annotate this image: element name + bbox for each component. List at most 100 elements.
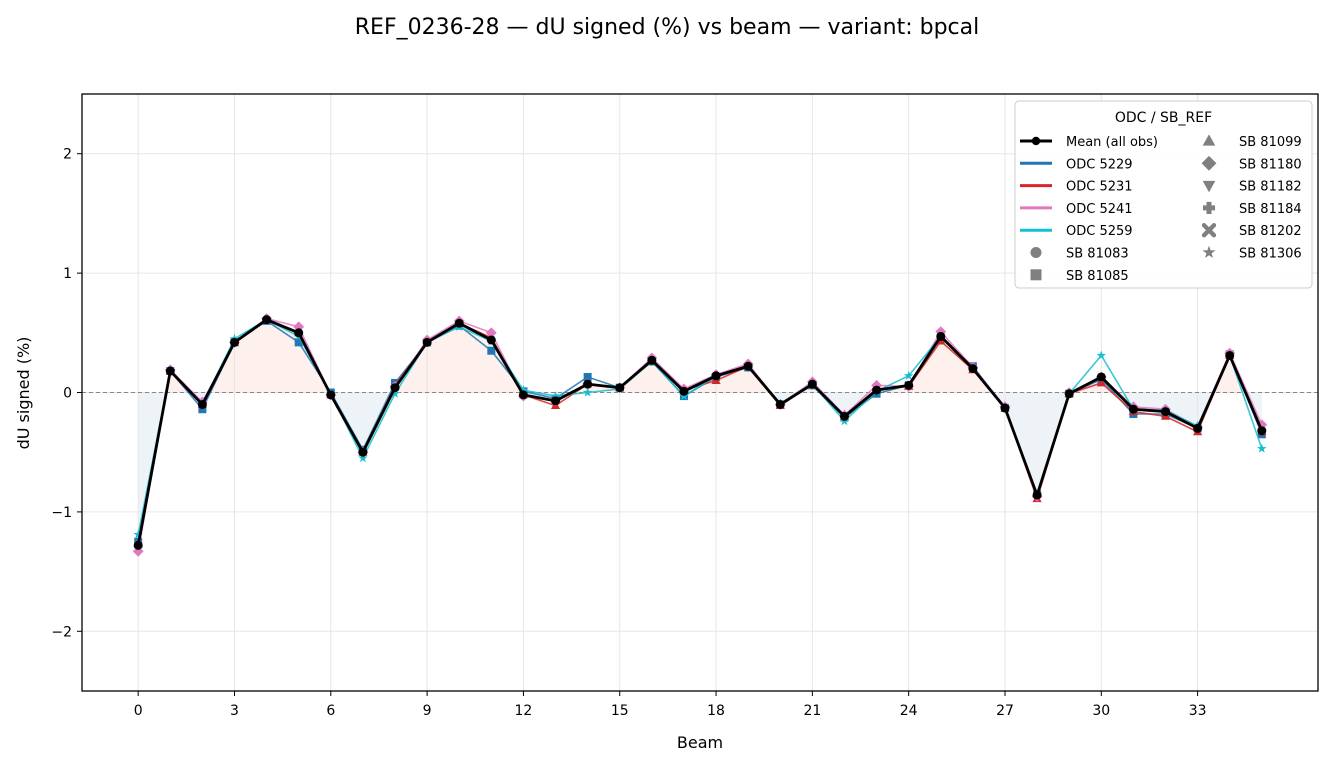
x-tick-label: 33 (1189, 703, 1207, 719)
series-point (293, 321, 305, 333)
legend-label: Mean (all obs) (1066, 135, 1158, 150)
y-tick-label: 0 (63, 386, 72, 402)
mean-point (1193, 423, 1203, 433)
series-point (133, 529, 143, 539)
x-tick-label: 0 (134, 703, 143, 719)
mean-point (1161, 407, 1171, 417)
mean-point (1032, 490, 1042, 500)
x-axis-label: Beam (677, 733, 723, 752)
series-point (485, 327, 497, 339)
legend-label: SB 81202 (1239, 224, 1302, 239)
legend-entry: ODC 5229 (1020, 157, 1133, 172)
series-point (582, 387, 593, 397)
legend-marker (1201, 155, 1217, 171)
mean-point (454, 318, 464, 328)
mean-point (904, 380, 914, 390)
legend-label: ODC 5231 (1066, 180, 1133, 195)
mean-point (133, 540, 143, 550)
fill-segment (427, 323, 460, 393)
legend-entry: ODC 5259 (1020, 224, 1133, 239)
legend-marker (1201, 223, 1217, 238)
mean-point (262, 315, 272, 325)
series-point (198, 405, 207, 414)
mean-point (422, 337, 432, 347)
series-layer (132, 313, 1268, 557)
mean-point (1000, 403, 1010, 413)
legend-entry: SB 81180 (1201, 155, 1302, 172)
x-tick-label: 27 (996, 703, 1014, 719)
legend-label: SB 81182 (1239, 180, 1302, 195)
y-tick-label: 1 (63, 266, 72, 282)
mean-point (647, 355, 657, 365)
legend: ODC / SB_REF Mean (all obs) ODC 5229 ODC 52… (1014, 100, 1313, 289)
fill-segment (1165, 392, 1198, 429)
mean-point (1257, 426, 1267, 436)
legend-label: SB 81099 (1239, 135, 1302, 150)
mean-point (872, 385, 882, 395)
y-tick-label: −2 (51, 624, 72, 640)
legend-entry: SB 81306 (1202, 245, 1302, 262)
series-point (390, 388, 400, 398)
mean-point (968, 364, 978, 374)
legend-entry: SB 81085 (1030, 269, 1129, 284)
fill-segment (459, 323, 492, 393)
mean-point (583, 379, 593, 389)
series-point (1096, 350, 1107, 360)
legend-entry: SB 81184 (1202, 201, 1302, 217)
legend-label: SB 81083 (1066, 247, 1129, 262)
mean-point (197, 399, 207, 409)
legend-marker (1202, 201, 1216, 214)
legend-entry: ODC 5241 (1020, 202, 1133, 217)
x-tick-label: 3 (230, 703, 239, 719)
x-tick-label: 30 (1092, 703, 1110, 719)
mean-point (615, 383, 625, 393)
mean-point (486, 335, 496, 345)
mean-point (165, 366, 175, 376)
legend-entry: SB 81099 (1202, 134, 1302, 150)
legend-label: ODC 5241 (1066, 202, 1133, 217)
legend-label: SB 81306 (1239, 247, 1302, 262)
series-point (583, 372, 592, 381)
x-tick-label: 21 (803, 703, 821, 719)
legend-label: SB 81184 (1239, 202, 1302, 217)
x-tick-label: 6 (326, 703, 335, 719)
x-tick-label: 12 (515, 703, 533, 719)
mean-point (807, 379, 817, 389)
mean-point (390, 383, 400, 393)
series-point (903, 370, 914, 380)
legend-label: ODC 5229 (1066, 157, 1133, 172)
legend-entry: SB 81202 (1201, 223, 1302, 239)
legend-label: SB 81180 (1239, 157, 1302, 172)
legend-marker (1030, 269, 1042, 281)
legend-entry: Mean (all obs) (1020, 135, 1158, 150)
legend-label: ODC 5259 (1066, 224, 1133, 239)
mean-point (711, 371, 721, 381)
mean-point (518, 390, 528, 400)
legend-entry: ODC 5231 (1020, 180, 1133, 195)
mean-line (136, 318, 1264, 546)
series-point (518, 385, 529, 395)
series-point (487, 346, 496, 355)
fill-segment (940, 336, 973, 393)
mean-point (679, 386, 689, 396)
series-point (294, 338, 303, 347)
fill-segment (716, 366, 749, 393)
y-tick-label: −1 (51, 505, 72, 521)
legend-label: SB 81085 (1066, 269, 1129, 284)
mean-point (743, 361, 753, 371)
x-tick-label: 9 (423, 703, 432, 719)
legend-marker (1202, 134, 1216, 146)
mean-point (551, 396, 561, 406)
series-line (137, 318, 1263, 535)
legend-title: ODC / SB_REF (1115, 110, 1212, 126)
legend-entry: SB 81182 (1202, 180, 1302, 195)
mean-point (294, 328, 304, 338)
mean-point (1064, 389, 1074, 399)
series-mean (133, 315, 1267, 550)
series-point (358, 453, 368, 463)
legend-marker (1202, 245, 1216, 259)
mean-point (936, 331, 946, 341)
series-point (1257, 443, 1267, 453)
mean-point (1128, 404, 1138, 414)
